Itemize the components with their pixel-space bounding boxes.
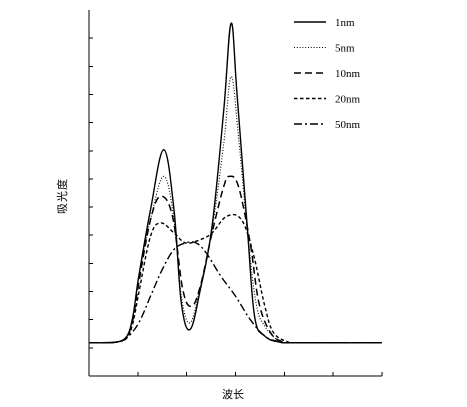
legend-label-5nm: 5nm bbox=[335, 43, 355, 55]
series-line-5nm bbox=[88, 75, 383, 344]
series-line-20nm bbox=[88, 213, 383, 344]
legend-label-10nm: 10nm bbox=[335, 68, 361, 80]
legend: 1nm 5nm 10nm 20nm 50nm bbox=[294, 17, 361, 131]
legend-label-1nm: 1nm bbox=[335, 17, 355, 29]
series-line-10nm bbox=[88, 175, 383, 344]
series-lines bbox=[88, 22, 383, 344]
series-line-50nm bbox=[88, 241, 383, 344]
axes bbox=[88, 10, 383, 377]
legend-label-50nm: 50nm bbox=[335, 119, 361, 131]
legend-label-20nm: 20nm bbox=[335, 94, 361, 106]
y-axis-label: 吸光度 bbox=[55, 178, 69, 214]
x-axis-label: 波长 bbox=[222, 388, 244, 401]
